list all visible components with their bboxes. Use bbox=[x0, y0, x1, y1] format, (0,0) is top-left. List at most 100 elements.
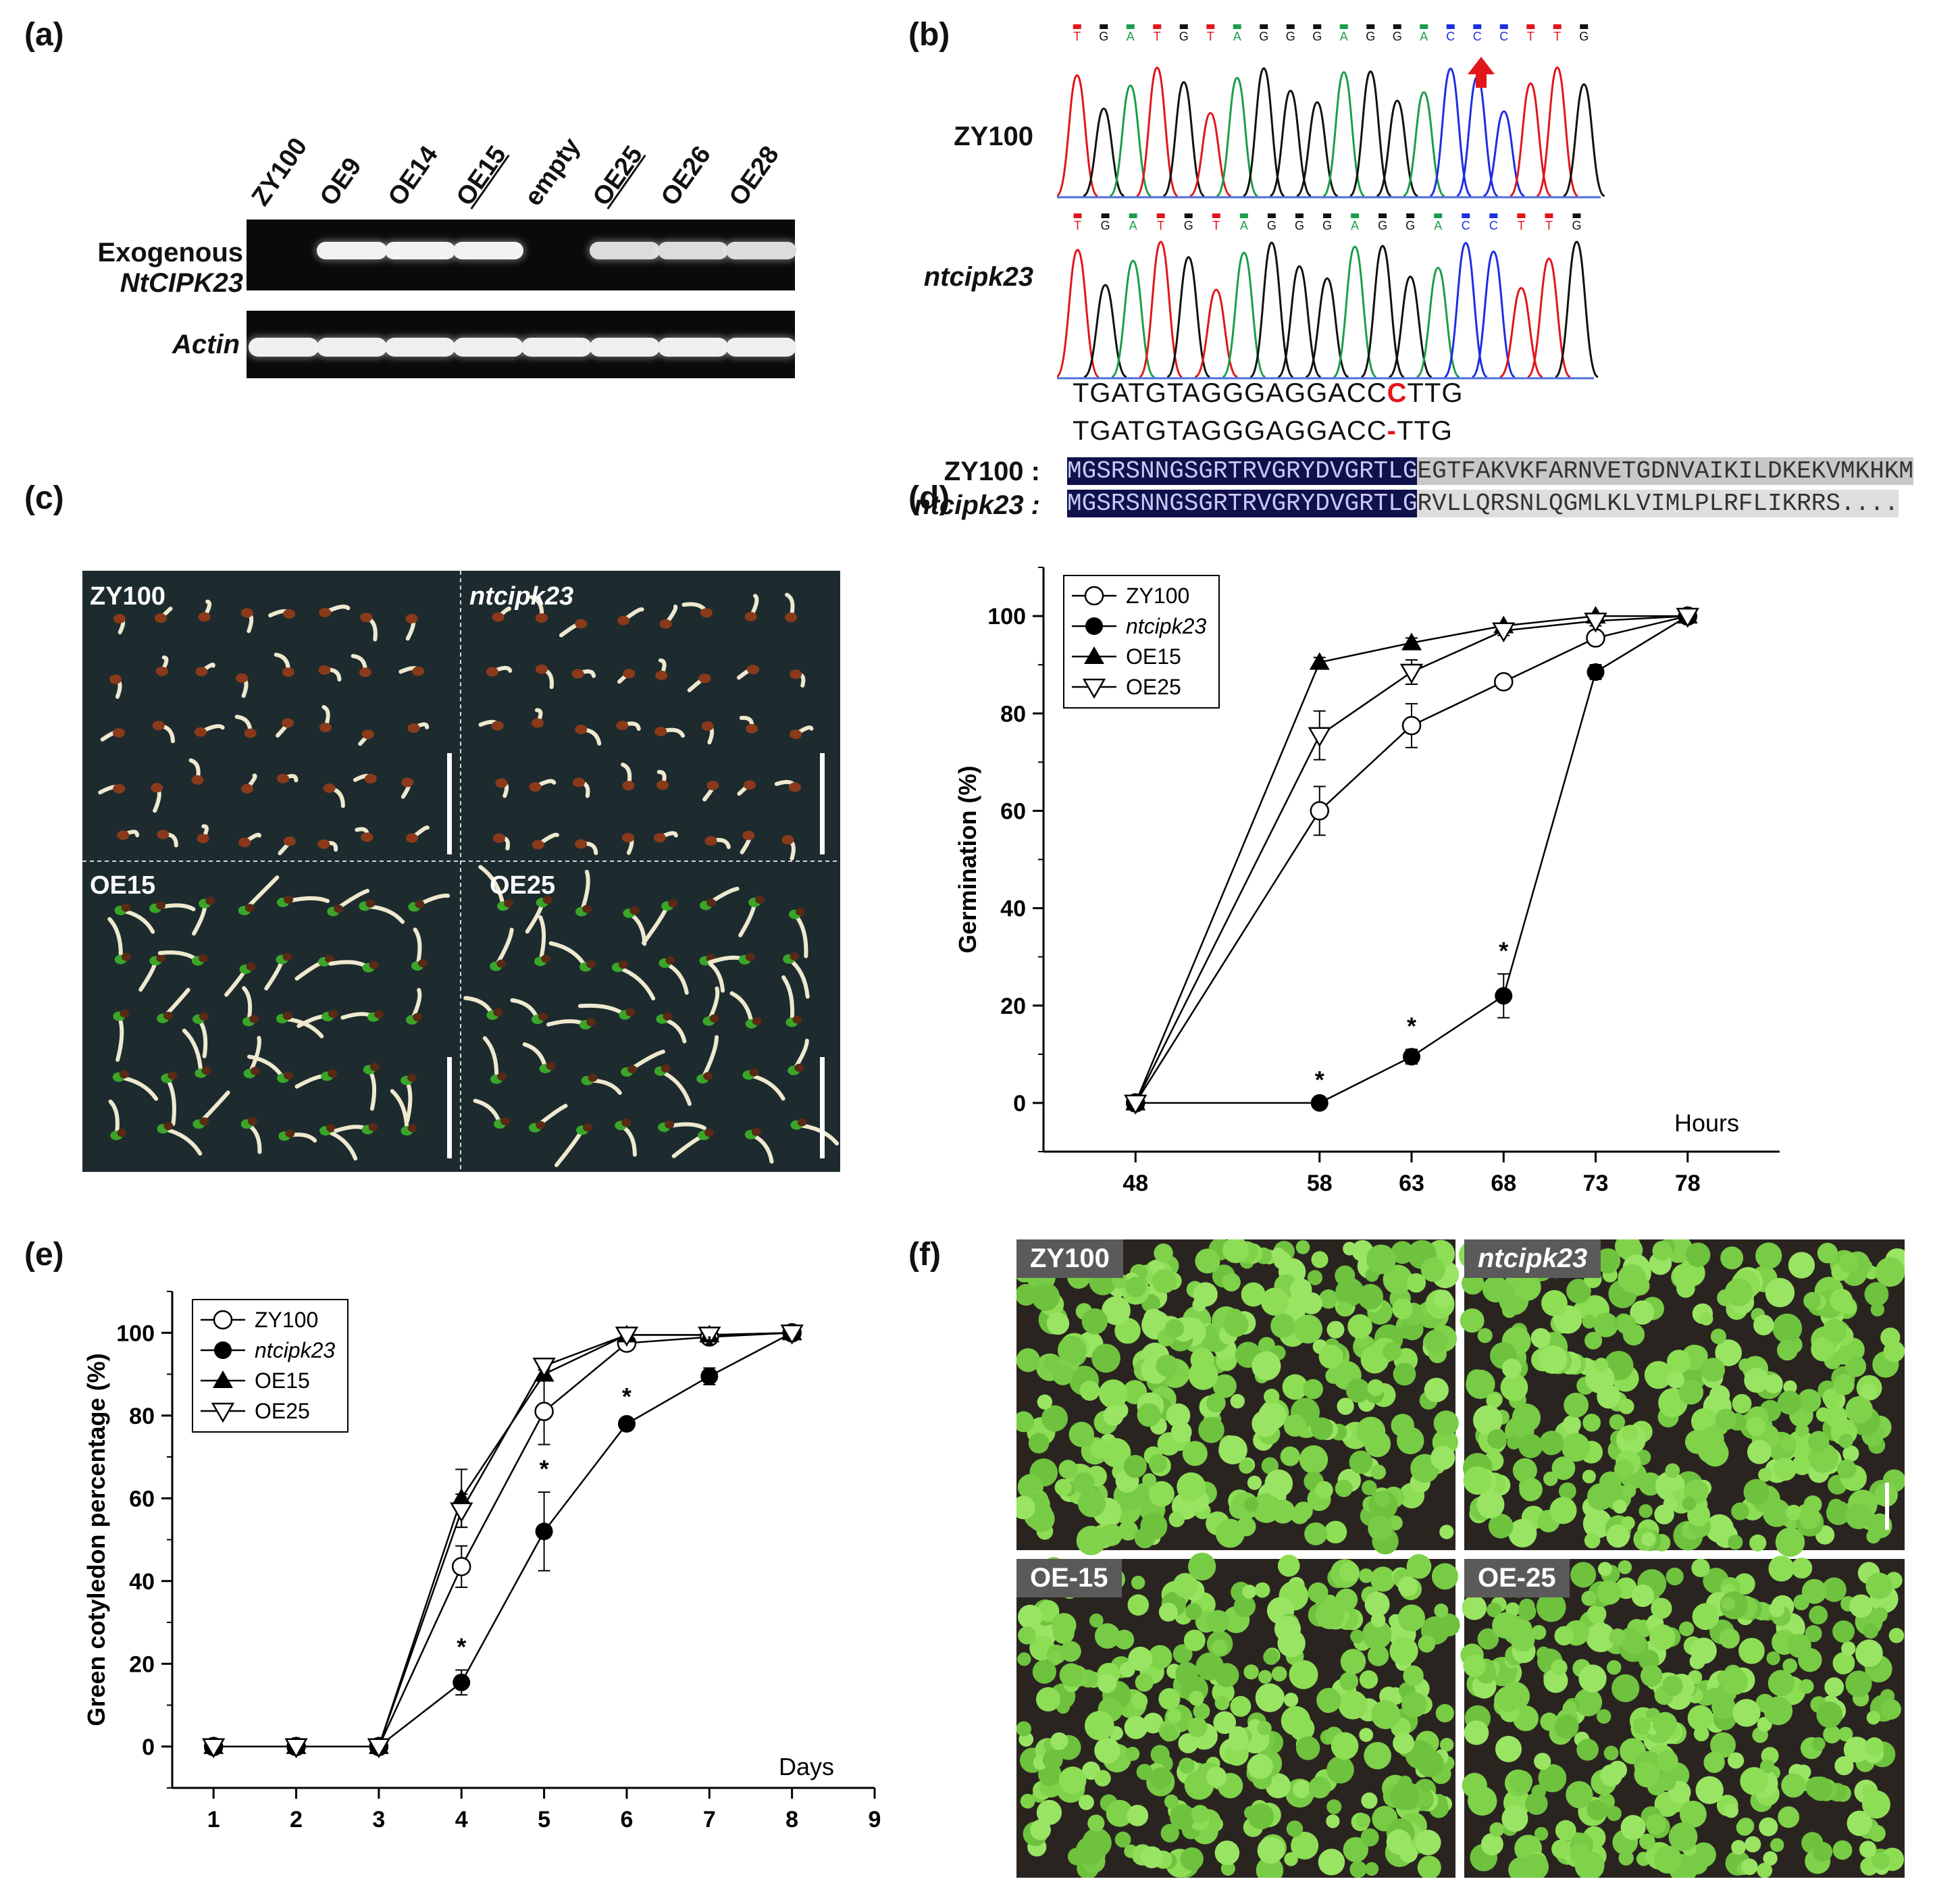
seed-coat bbox=[369, 960, 379, 969]
seedling-leaf bbox=[1838, 1433, 1853, 1449]
seedling-leaf bbox=[1036, 1799, 1062, 1826]
seedling-leaf bbox=[1347, 1314, 1372, 1339]
seedling-leaf bbox=[1595, 1248, 1621, 1274]
chromatogram-peak bbox=[1135, 66, 1179, 197]
seedling-leaf bbox=[1170, 1421, 1192, 1443]
seedling-leaf bbox=[1661, 1675, 1683, 1697]
series-line bbox=[1135, 615, 1688, 1104]
legend-entry: OE15 bbox=[1126, 644, 1181, 669]
seedling-leaf bbox=[1682, 1496, 1696, 1511]
seedling-leaf bbox=[1736, 1819, 1753, 1836]
y-tick-label: 0 bbox=[142, 1735, 155, 1760]
seedling-leaf bbox=[1247, 1753, 1273, 1779]
seedling-leaf bbox=[1641, 1532, 1656, 1547]
marker-open-triangle bbox=[1308, 727, 1331, 748]
seedling-leaf bbox=[1644, 1360, 1673, 1389]
seedling-leaf bbox=[1262, 1837, 1285, 1861]
seedling-leaf bbox=[1792, 1454, 1813, 1475]
seedling-cotyledon bbox=[283, 836, 296, 846]
seedling-cotyledon bbox=[621, 833, 634, 843]
base-call: G bbox=[1579, 30, 1589, 43]
seedling-leaf bbox=[1570, 1843, 1591, 1864]
seed-coat bbox=[618, 960, 628, 969]
seedling-leaf bbox=[1537, 1646, 1551, 1661]
seedling-leaf bbox=[1843, 1737, 1870, 1763]
chromatogram-peak bbox=[1216, 76, 1258, 197]
seedling-leaf bbox=[1356, 1416, 1386, 1446]
seedling-leaf bbox=[1169, 1804, 1195, 1830]
seedling-leaf bbox=[1536, 1592, 1566, 1622]
seedling-leaf bbox=[1763, 1851, 1778, 1866]
seedling-leaf bbox=[1042, 1749, 1063, 1770]
seedling-cotyledon bbox=[238, 838, 251, 848]
base-call: A bbox=[1420, 30, 1428, 43]
seedling-leaf bbox=[1193, 1703, 1210, 1720]
seedling-leaf bbox=[1198, 1416, 1224, 1443]
seedling-leaf bbox=[1397, 1576, 1418, 1597]
seedling-leaf bbox=[1744, 1368, 1770, 1393]
seedling-leaf bbox=[1291, 1831, 1319, 1860]
exogenous-band bbox=[590, 242, 660, 259]
legend-entry: ZY100 bbox=[1126, 584, 1189, 608]
seedling-leaf bbox=[1358, 1568, 1374, 1583]
seedling-cotyledon bbox=[283, 609, 296, 619]
legend-entry: ntcipk23 bbox=[255, 1338, 335, 1362]
seedling-leaf bbox=[1179, 1758, 1195, 1774]
base-call-tick bbox=[1179, 24, 1188, 29]
seed-coat bbox=[407, 1073, 417, 1082]
seedling-leaf bbox=[1816, 1701, 1843, 1728]
seedling-leaf bbox=[1679, 1621, 1695, 1637]
seedling-cotyledon bbox=[531, 718, 544, 728]
seed-coat bbox=[167, 1071, 178, 1080]
chromatogram-peak bbox=[1057, 249, 1100, 378]
seedling-cotyledon bbox=[575, 839, 588, 849]
seedling-leaf bbox=[1393, 1732, 1414, 1754]
seedling-leaf bbox=[1538, 1345, 1568, 1375]
seedling-leaf bbox=[1710, 1732, 1736, 1758]
seedling-leaf bbox=[1812, 1841, 1833, 1862]
seedling-leaf bbox=[1587, 1483, 1614, 1510]
seedling-leaf bbox=[1193, 1282, 1218, 1307]
seq1-suffix: TTG bbox=[1407, 378, 1464, 408]
series-line bbox=[213, 1332, 792, 1747]
seedling-leaf bbox=[1593, 1312, 1619, 1337]
gel-row-exogenous-label: Exogenous NtCIPK23 bbox=[74, 238, 243, 299]
seedling-leaf bbox=[1747, 1439, 1772, 1464]
seed-coat bbox=[665, 1120, 675, 1129]
base-call-tick bbox=[1473, 24, 1482, 29]
base-call-tick bbox=[1156, 213, 1165, 218]
chromatogram-peak bbox=[1189, 111, 1232, 197]
seedling-leaf bbox=[1016, 1411, 1034, 1433]
seed-coat bbox=[368, 1123, 378, 1131]
seedling-leaf bbox=[1620, 1815, 1646, 1841]
seedling-leaf bbox=[1166, 1403, 1191, 1428]
seedling-leaf bbox=[1032, 1660, 1056, 1684]
seedling-leaf bbox=[1392, 1298, 1413, 1320]
seed-coat bbox=[665, 956, 675, 965]
seed-coat bbox=[326, 1124, 336, 1133]
seedling-cotyledon bbox=[656, 780, 669, 790]
seedling-leaf bbox=[1842, 1445, 1859, 1462]
seed-coat bbox=[546, 1062, 556, 1071]
photo-f-label-ntcipk23: ntcipk23 bbox=[1464, 1239, 1601, 1278]
seedling-leaf bbox=[1775, 1527, 1805, 1557]
x-tick-label: 2 bbox=[290, 1807, 303, 1832]
seedling-leaf bbox=[1600, 1764, 1623, 1787]
seedling-leaf bbox=[1335, 1265, 1356, 1286]
seedling-leaf bbox=[1710, 1328, 1726, 1345]
seedling-leaf bbox=[1845, 1395, 1874, 1424]
seedling-leaf bbox=[1464, 1720, 1489, 1745]
seedling-cotyledon bbox=[405, 613, 418, 623]
seedling-leaf bbox=[1845, 1503, 1872, 1530]
seedling-leaf bbox=[1651, 1597, 1672, 1619]
seedling-leaf bbox=[1390, 1781, 1420, 1811]
seedling-leaf bbox=[1501, 1805, 1528, 1832]
seedling-leaf bbox=[1611, 1674, 1640, 1703]
photo-f-label-oe15: OE-15 bbox=[1016, 1559, 1122, 1597]
seedling-leaf bbox=[1339, 1562, 1360, 1583]
seedling-leaf bbox=[1018, 1604, 1043, 1629]
seedling-leaf bbox=[1570, 1562, 1597, 1588]
base-call-tick bbox=[1545, 213, 1553, 218]
seedling-leaf bbox=[1094, 1623, 1120, 1649]
seed-coat bbox=[250, 1067, 260, 1075]
